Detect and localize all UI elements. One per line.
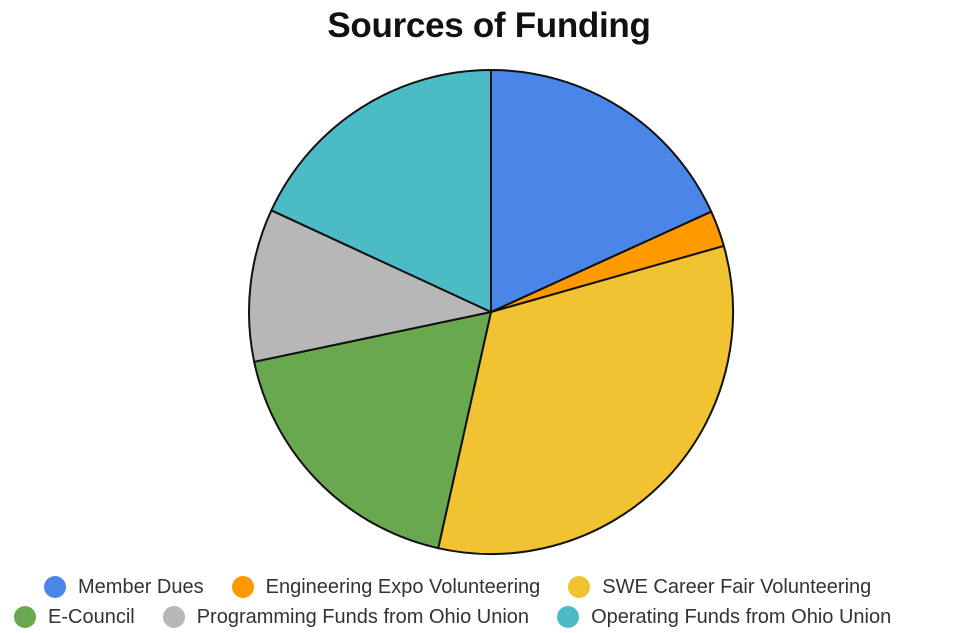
legend-row: E-Council Programming Funds from Ohio Uni…: [14, 601, 891, 633]
legend-label: Engineering Expo Volunteering: [265, 575, 541, 598]
legend-swatch: [44, 576, 66, 598]
legend-swatch: [162, 606, 185, 628]
legend-label: SWE Career Fair Volunteering: [602, 575, 872, 598]
pie-slice-operating-funds-from-ohio-union: [270, 69, 492, 313]
chart-title: Sources of Funding: [327, 6, 651, 45]
pie-slice-e-council: [253, 311, 492, 550]
legend-label: Operating Funds from Ohio Union: [591, 605, 892, 628]
legend-item: Operating Funds from Ohio Union: [557, 606, 891, 629]
legend-item: SWE Career Fair Volunteering: [568, 576, 871, 599]
legend-item: E-Council: [14, 606, 135, 629]
pie-slice-member-dues: [490, 69, 713, 313]
legend-swatch: [568, 576, 591, 598]
legend-swatch: [14, 606, 36, 628]
legend-item: Engineering Expo Volunteering: [231, 575, 541, 599]
legend-label: Member Dues: [78, 575, 204, 598]
legend-label: E-Council: [48, 605, 135, 628]
legend-row: Member Dues Engineering Expo Volunteering…: [44, 571, 871, 603]
legend-swatch: [231, 576, 254, 598]
pie-slice-swe-career-fair-volunteering: [437, 244, 734, 555]
legend-item: Programming Funds from Ohio Union: [162, 605, 530, 629]
pie-slice-programming-funds-from-ohio-union: [248, 209, 492, 363]
legend-label: Programming Funds from Ohio Union: [196, 605, 530, 628]
pie-slices: [248, 69, 734, 555]
legend-swatch: [557, 606, 580, 628]
legend-item: Member Dues: [44, 576, 204, 599]
pie-chart: [248, 69, 734, 555]
